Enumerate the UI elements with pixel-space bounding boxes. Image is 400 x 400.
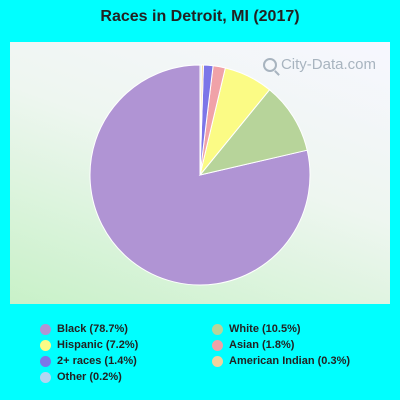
pie-slice-6	[199, 64, 202, 176]
legend-item-asian: Asian (1.8%)	[212, 338, 380, 352]
legend-item-other: Other (0.2%)	[40, 370, 212, 384]
legend-swatch-white	[212, 323, 223, 335]
legend-label-two-plus: 2+ races (1.4%)	[57, 355, 137, 367]
plot-area: City-Data.com	[10, 42, 390, 304]
watermark-text: City-Data.com	[280, 56, 376, 73]
legend-item-black: Black (78.7%)	[40, 322, 212, 336]
legend-swatch-american-indian	[212, 355, 223, 367]
legend-swatch-black	[40, 323, 51, 335]
pie-chart	[89, 64, 311, 286]
legend-label-american-indian: American Indian (0.3%)	[229, 355, 351, 367]
legend-label-asian: Asian (1.8%)	[229, 339, 295, 351]
legend-item-american-indian: American Indian (0.3%)	[212, 354, 380, 368]
watermark: City-Data.com	[262, 56, 376, 73]
chart-title: Races in Detroit, MI (2017)	[100, 8, 300, 25]
legend-item-white: White (10.5%)	[212, 322, 380, 336]
legend-swatch-asian	[212, 339, 223, 351]
legend-swatch-other	[40, 371, 51, 383]
legend-swatch-hispanic	[40, 339, 51, 351]
legend-label-black: Black (78.7%)	[57, 323, 128, 335]
legend: Black (78.7%) White (10.5%) Hispanic (7.…	[40, 322, 380, 384]
legend-label-hispanic: Hispanic (7.2%)	[57, 339, 139, 351]
legend-item-hispanic: Hispanic (7.2%)	[40, 338, 212, 352]
legend-label-white: White (10.5%)	[229, 323, 301, 335]
legend-item-two-plus: 2+ races (1.4%)	[40, 354, 212, 368]
pie-slice-1	[198, 89, 308, 176]
magnifier-icon	[262, 57, 277, 72]
legend-swatch-two-plus	[40, 355, 51, 367]
legend-label-other: Other (0.2%)	[57, 371, 122, 383]
